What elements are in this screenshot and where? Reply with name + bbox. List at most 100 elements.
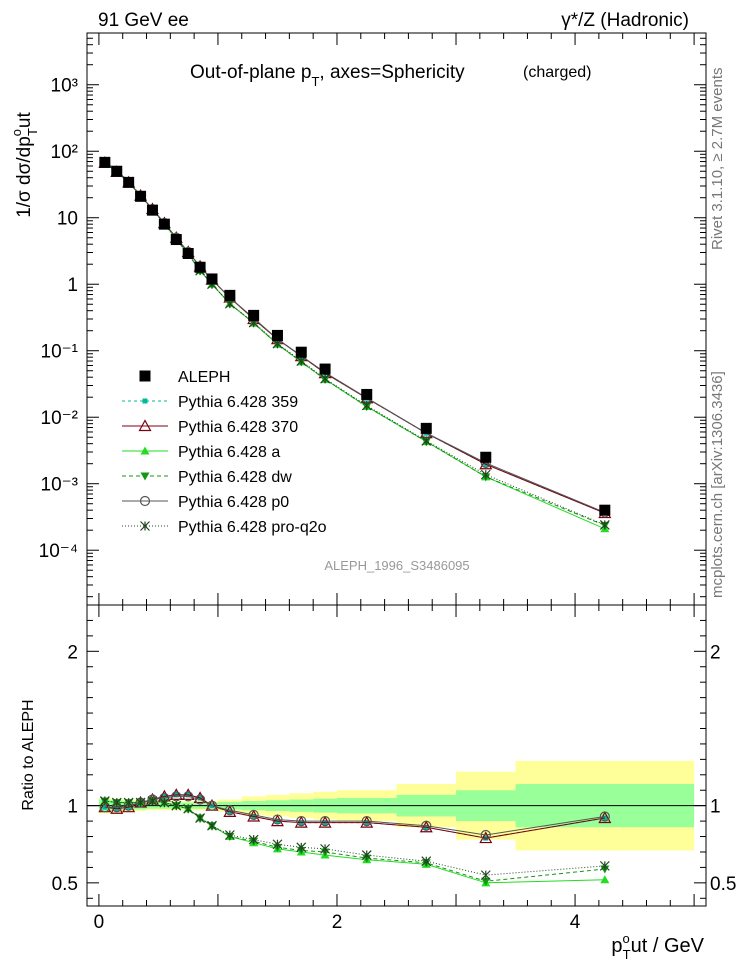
ratio-y-tick-label-right: 0.5 xyxy=(710,874,736,895)
main-point-aleph xyxy=(146,204,158,216)
main-y-tick-label: 10³ xyxy=(51,76,78,97)
ratio-point-pythia-6-428-370 xyxy=(247,809,261,822)
ratio-point-pythia-6-428-pro-q2o xyxy=(135,797,146,808)
header-right: γ*/Z (Hadronic) xyxy=(561,10,689,31)
analysis-label: ALEPH_1996_S3486095 xyxy=(324,558,469,573)
legend-label-pythia-6-428-pro-q2o: Pythia 6.428 pro-q2o xyxy=(178,519,327,536)
ratio-point-pythia-6-428-pro-q2o xyxy=(320,843,331,854)
ratio-point-pythia-6-428-pro-q2o xyxy=(123,797,134,808)
ratio-point-pythia-6-428-370 xyxy=(479,831,493,844)
main-point-aleph xyxy=(319,363,331,375)
ratio-point-pythia-6-428-pro-q2o xyxy=(480,870,491,881)
legend-label-pythia-6-428-370: Pythia 6.428 370 xyxy=(178,419,298,436)
ratio-point-pythia-6-428-pro-q2o xyxy=(171,800,182,811)
ratio-point-pythia-6-428-370 xyxy=(181,788,195,800)
ratio-frame xyxy=(86,604,707,907)
legend-marker-pythia-6-428-p0 xyxy=(139,495,151,507)
main-point-pythia-6-428-pro-q2o xyxy=(296,356,307,366)
main-point-pythia-6-428-pro-q2o xyxy=(599,520,610,530)
svg-text:1/σ dσ/dpoTut: 1/σ dσ/dpoTut xyxy=(9,111,40,217)
main-point-aleph xyxy=(123,176,135,188)
ratio-point-pythia-6-428-p0 xyxy=(319,816,331,827)
main-point-aleph xyxy=(599,504,611,516)
main-point-pythia-6-428-pro-q2o xyxy=(361,400,372,411)
legend-marker-pythia-6-428-pro-q2o xyxy=(140,521,150,531)
ratio-point-pythia-6-428-370 xyxy=(169,788,183,800)
main-y-tick-label: 10⁻⁴ xyxy=(39,541,78,562)
ratio-point-pythia-6-428-pro-q2o xyxy=(207,820,217,831)
main-y-tick-label: 10² xyxy=(51,142,78,163)
main-title-suffix: (charged) xyxy=(523,64,591,81)
legend-marker-pythia-6-428-370 xyxy=(138,419,152,432)
main-point-pythia-6-428-pro-q2o xyxy=(480,469,491,480)
x-tick-label: 4 xyxy=(570,912,581,933)
main-point-aleph xyxy=(158,218,170,230)
ratio-ylabel: Ratio to ALEPH xyxy=(20,699,37,810)
ratio-point-pythia-6-428-p0 xyxy=(480,829,491,841)
main-title: Out-of-plane pT, axes=Sphericity xyxy=(190,62,465,89)
ratio-point-pythia-6-428-359 xyxy=(102,804,108,810)
ratio-point-pythia-6-428-pro-q2o xyxy=(224,830,235,840)
ratio-y-tick-label-right: 2 xyxy=(710,642,721,663)
ratio-point-pythia-6-428-a xyxy=(600,875,610,884)
main-point-pythia-6-428-pro-q2o xyxy=(320,373,331,384)
main-y-tick-label: 10⁻³ xyxy=(41,475,79,496)
legend-label-pythia-6-428-p0: Pythia 6.428 p0 xyxy=(178,494,289,511)
main-point-aleph xyxy=(248,309,260,321)
main-y-tick-label: 10⁻² xyxy=(41,408,79,429)
main-point-aleph xyxy=(271,329,283,341)
ratio-point-pythia-6-428-370 xyxy=(419,820,433,833)
x-tick-label: 0 xyxy=(94,912,105,933)
ratio-point-pythia-6-428-p0 xyxy=(361,816,372,827)
rivet-label: Rivet 3.1.10, ≥ 2.7M events xyxy=(709,68,726,251)
main-point-aleph xyxy=(170,234,182,246)
ratio-y-tick-label: 2 xyxy=(67,642,78,663)
ratio-point-pythia-6-428-dw xyxy=(481,877,491,886)
header-left: 91 GeV ee xyxy=(98,10,189,31)
legend-marker-pythia-6-428-dw xyxy=(140,472,150,481)
ratio-point-pythia-6-428-p0 xyxy=(171,791,182,802)
ratio-point-pythia-6-428-pro-q2o xyxy=(272,839,283,850)
ratio-point-pythia-6-428-pro-q2o xyxy=(248,834,259,845)
ratio-point-pythia-6-428-370 xyxy=(360,815,374,828)
ratio-point-pythia-6-428-pro-q2o xyxy=(99,796,110,806)
x-axis-label: po Tut / GeV xyxy=(611,931,704,962)
legend-marker-pythia-6-428-a xyxy=(140,446,150,455)
legend: ALEPH Pythia 6.428 359 Pythia 6.428 370 Pyt… xyxy=(122,369,327,536)
main-y-tick-label: 1 xyxy=(67,275,78,296)
ratio-point-pythia-6-428-p0 xyxy=(296,816,307,827)
main-point-aleph xyxy=(182,247,194,259)
ratio-point-pythia-6-428-370 xyxy=(598,811,612,824)
ratio-point-pythia-6-428-p0 xyxy=(206,800,218,811)
main-title-rest: , axes=Sphericity xyxy=(319,62,465,83)
main-point-aleph xyxy=(206,273,218,285)
main-point-aleph xyxy=(194,261,206,273)
ratio-point-pythia-6-428-pro-q2o xyxy=(599,860,610,871)
ratio-point-pythia-6-428-p0 xyxy=(248,809,259,821)
ratio-point-pythia-6-428-pro-q2o xyxy=(147,796,158,806)
main-y-tick-label: 10 xyxy=(57,209,78,230)
ratio-point-pythia-6-428-pro-q2o xyxy=(183,803,194,814)
main-point-aleph xyxy=(111,165,123,177)
legend-label-pythia-6-428-dw: Pythia 6.428 dw xyxy=(178,469,292,486)
ratio-y-tick-label: 1 xyxy=(67,797,78,818)
ratio-y-tick-label-right: 1 xyxy=(710,797,721,818)
main-title-sub: T xyxy=(311,74,319,89)
ratio-y-tick-label: 0.5 xyxy=(52,874,78,895)
ratio-point-pythia-6-428-pro-q2o xyxy=(195,813,206,823)
main-point-aleph xyxy=(135,190,147,202)
legend-label-pythia-6-428-a: Pythia 6.428 a xyxy=(178,444,280,461)
ratio-point-pythia-6-428-pro-q2o xyxy=(361,850,372,860)
legend-marker-aleph xyxy=(139,370,151,382)
ratio-point-pythia-6-428-pro-q2o xyxy=(296,842,307,853)
main-title-text: Out-of-plane p xyxy=(190,62,311,83)
main-point-aleph xyxy=(480,451,492,463)
ratio-point-pythia-6-428-pro-q2o xyxy=(159,797,170,808)
ratio-point-pythia-6-428-370 xyxy=(294,815,308,828)
ratio-point-pythia-6-428-p0 xyxy=(599,811,610,822)
main-point-aleph xyxy=(224,289,236,301)
ratio-point-pythia-6-428-pro-q2o xyxy=(421,856,432,867)
ratio-point-pythia-6-428-370 xyxy=(110,802,124,814)
main-point-aleph xyxy=(361,388,373,400)
